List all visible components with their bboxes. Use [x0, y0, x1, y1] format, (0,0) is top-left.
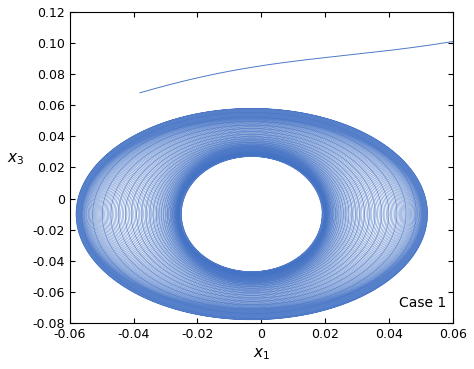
- X-axis label: $x_1$: $x_1$: [253, 346, 270, 362]
- Text: Case 1: Case 1: [399, 297, 446, 310]
- Y-axis label: $x_3$: $x_3$: [7, 152, 24, 168]
